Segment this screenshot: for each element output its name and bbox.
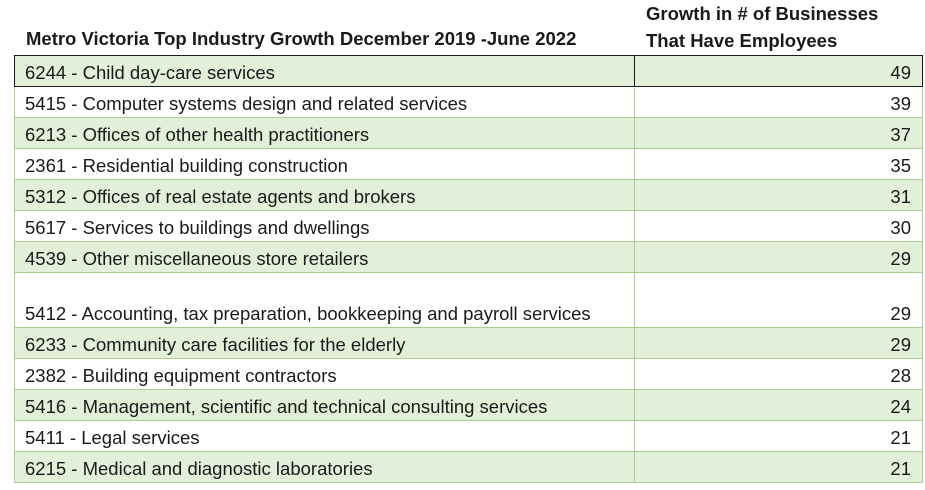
- industry-cell: 5411 - Legal services: [14, 420, 635, 452]
- industry-cell: 5312 - Offices of real estate agents and…: [14, 179, 635, 211]
- growth-cell: 30: [634, 210, 923, 242]
- industry-cell: 6215 - Medical and diagnostic laboratori…: [14, 451, 635, 483]
- industry-cell: 5415 - Computer systems design and relat…: [14, 86, 635, 118]
- industry-cell: 2361 - Residential building construction: [14, 148, 635, 180]
- value-header-line-2: That Have Employees: [646, 30, 838, 51]
- table-row: 6215 - Medical and diagnostic laboratori…: [14, 451, 923, 483]
- industry-cell: 4539 - Other miscellaneous store retaile…: [14, 241, 635, 273]
- growth-cell: 49: [634, 55, 923, 87]
- growth-cell: 21: [634, 451, 923, 483]
- industry-cell: 6244 - Child day-care services: [14, 55, 635, 87]
- value-header-line-1: Growth in # of Businesses: [646, 3, 879, 24]
- industry-growth-table: 6244 - Child day-care services 49 5415 -…: [14, 55, 923, 483]
- table-row: 2382 - Building equipment contractors 28: [14, 358, 923, 390]
- industry-cell: 6233 - Community care facilities for the…: [14, 327, 635, 359]
- table-row: 6233 - Community care facilities for the…: [14, 327, 923, 359]
- growth-cell: 35: [634, 148, 923, 180]
- table-row: 5412 - Accounting, tax preparation, book…: [14, 272, 923, 328]
- table-row: 6213 - Offices of other health practitio…: [14, 117, 923, 149]
- industry-cell: 5412 - Accounting, tax preparation, book…: [14, 272, 635, 328]
- industry-cell: 5617 - Services to buildings and dwellin…: [14, 210, 635, 242]
- table-row: 5416 - Management, scientific and techni…: [14, 389, 923, 421]
- table-row: 6244 - Child day-care services 49: [14, 55, 923, 87]
- industry-cell: 5416 - Management, scientific and techni…: [14, 389, 635, 421]
- table-row: 5415 - Computer systems design and relat…: [14, 86, 923, 118]
- table-row: 5411 - Legal services 21: [14, 420, 923, 452]
- growth-cell: 29: [634, 272, 923, 328]
- growth-cell: 31: [634, 179, 923, 211]
- growth-cell: 39: [634, 86, 923, 118]
- table-row: 5617 - Services to buildings and dwellin…: [14, 210, 923, 242]
- table-row: 5312 - Offices of real estate agents and…: [14, 179, 923, 211]
- industry-cell: 2382 - Building equipment contractors: [14, 358, 635, 390]
- value-column-header: Growth in # of Businesses That Have Empl…: [646, 0, 878, 54]
- growth-cell: 28: [634, 358, 923, 390]
- table-row: 2361 - Residential building construction…: [14, 148, 923, 180]
- table-title: Metro Victoria Top Industry Growth Decem…: [26, 28, 577, 49]
- growth-cell: 37: [634, 117, 923, 149]
- growth-cell: 29: [634, 327, 923, 359]
- growth-cell: 29: [634, 241, 923, 273]
- industry-cell: 6213 - Offices of other health practitio…: [14, 117, 635, 149]
- table-row: 4539 - Other miscellaneous store retaile…: [14, 241, 923, 273]
- growth-cell: 24: [634, 389, 923, 421]
- growth-cell: 21: [634, 420, 923, 452]
